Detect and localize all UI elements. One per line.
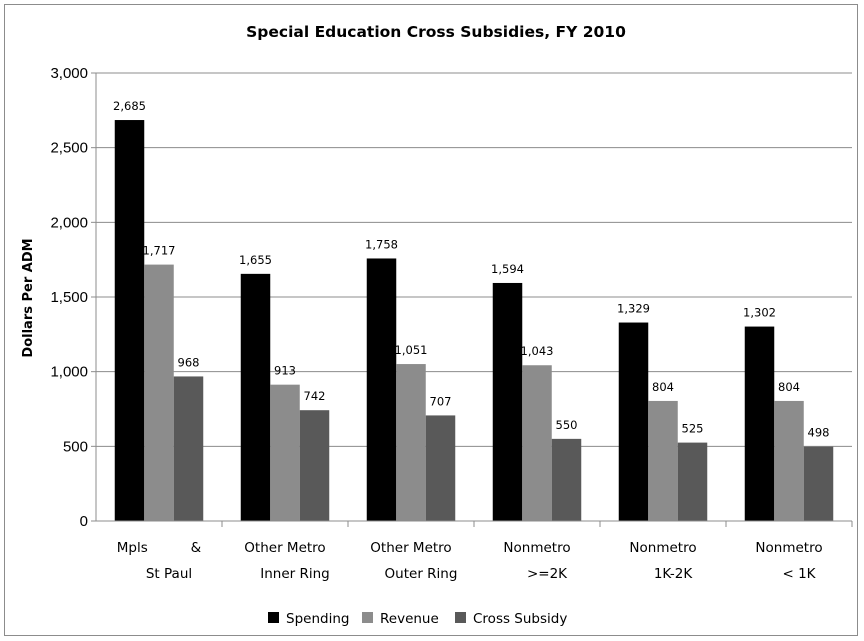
bar-revenue: [270, 384, 300, 521]
data-label: 1,329: [617, 302, 650, 316]
bar-spending: [492, 282, 523, 521]
bar-revenue: [648, 400, 678, 521]
data-label: 525: [682, 422, 704, 436]
data-label: 1,594: [491, 262, 524, 276]
x-tick-label: Inner Ring: [260, 566, 330, 582]
bar-spending: [744, 326, 775, 521]
bars-group: 2,685 1,717 968 1,655 913 742 1,758 1,051 707 1,5…: [113, 99, 834, 521]
x-tick-label: >=2K: [527, 566, 568, 582]
x-tick-label: Nonmetro: [503, 540, 570, 556]
legend-label: Revenue: [380, 611, 439, 627]
axes: 0 500 1,000 1,500 2,000 2,500 3,000 Mpls & St Pa…: [50, 65, 853, 582]
x-tick-label: Nonmetro: [629, 540, 696, 556]
x-tick-label: Mpls &: [117, 540, 202, 556]
bar-cross-subsidy: [803, 446, 834, 521]
legend-swatch: [455, 612, 466, 623]
bar-cross-subsidy: [425, 415, 456, 521]
data-label: 707: [430, 394, 452, 408]
x-tick-label: < 1K: [782, 566, 816, 582]
bar-revenue: [774, 400, 804, 521]
gridlines: [96, 72, 852, 447]
bar-spending: [366, 258, 397, 521]
bar-revenue: [144, 264, 174, 521]
legend-swatch: [362, 612, 373, 623]
x-tick-label: Other Metro: [244, 540, 325, 556]
data-label: 1,302: [743, 306, 776, 320]
legend-label: Cross Subsidy: [473, 611, 567, 627]
y-tick-label: 3,000: [50, 65, 88, 82]
data-label: 1,717: [143, 244, 176, 258]
bar-revenue: [396, 364, 426, 521]
data-label: 804: [652, 380, 674, 394]
data-label: 1,043: [521, 344, 554, 358]
legend: Spending Revenue Cross Subsidy: [268, 611, 567, 627]
bar-cross-subsidy: [173, 376, 204, 521]
y-tick-label: 1,000: [50, 364, 88, 381]
y-tick-label: 1,500: [50, 289, 88, 306]
bar-spending: [240, 273, 271, 521]
data-label: 1,051: [395, 343, 428, 357]
y-tick-label: 2,000: [50, 214, 88, 231]
data-label: 2,685: [113, 99, 146, 113]
bar-cross-subsidy: [677, 442, 708, 521]
data-label: 1,758: [365, 237, 398, 251]
x-tick-label: Outer Ring: [385, 566, 458, 582]
data-label: 804: [778, 380, 800, 394]
data-label: 550: [556, 418, 578, 432]
x-tick-label: Nonmetro: [755, 540, 822, 556]
chart-title: Special Education Cross Subsidies, FY 20…: [246, 23, 626, 41]
y-tick-label: 500: [63, 438, 88, 455]
data-label: 1,655: [239, 253, 272, 267]
legend-label: Spending: [286, 611, 349, 627]
x-tick-label: 1K-2K: [654, 566, 693, 582]
data-label: 498: [808, 426, 830, 440]
legend-swatch: [268, 612, 279, 623]
data-label: 968: [178, 355, 200, 369]
y-tick-label: 2,500: [50, 140, 88, 157]
x-tick-label: St Paul: [146, 566, 192, 582]
data-label: 913: [274, 364, 296, 378]
bar-cross-subsidy: [299, 410, 330, 521]
bar-spending: [114, 120, 145, 521]
bar-revenue: [522, 365, 552, 521]
bar-spending: [618, 322, 649, 521]
y-axis-label: Dollars Per ADM: [21, 238, 36, 357]
data-label: 742: [304, 389, 326, 403]
y-tick-label: 0: [80, 513, 88, 530]
x-tick-label: Other Metro: [370, 540, 451, 556]
bar-cross-subsidy: [551, 438, 582, 521]
